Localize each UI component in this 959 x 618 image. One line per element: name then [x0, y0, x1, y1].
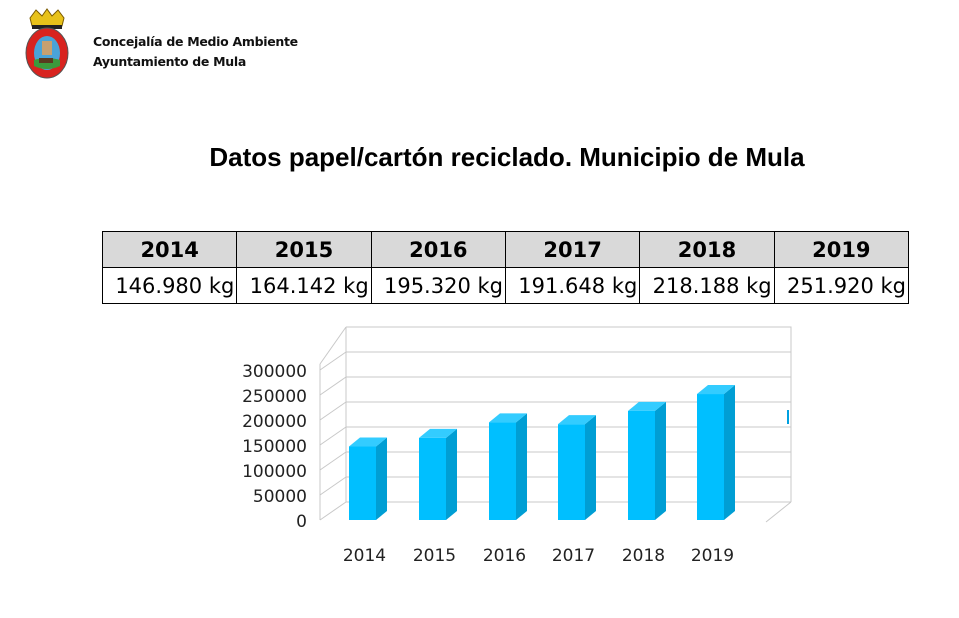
x-tick-label: 2018 [622, 546, 665, 566]
org-name-line2: Ayuntamiento de Mula [93, 54, 247, 69]
bar-top [489, 413, 527, 423]
value-cell: 146.980 kg [101, 267, 238, 304]
bar-2018 [628, 410, 655, 520]
y-tick-label: 250000 [242, 387, 307, 407]
year-header: 2019 [773, 231, 910, 268]
bar-2014 [349, 446, 376, 520]
value-cell: 164.142 kg [236, 267, 372, 304]
x-tick-label: 2019 [691, 546, 734, 566]
bar-top [628, 401, 666, 411]
plot-frame [346, 326, 792, 502]
y-tick-label: 50000 [253, 487, 307, 507]
gridline-side [319, 376, 347, 396]
plot-frame [319, 326, 347, 365]
value-cell: 251.920 kg [773, 267, 910, 304]
year-header: 2018 [639, 231, 775, 268]
gridline-side [319, 426, 347, 446]
value-cell: 218.188 kg [639, 267, 775, 304]
legend-marker [787, 410, 789, 424]
bar-side [446, 428, 457, 520]
y-tick-label: 300000 [242, 362, 307, 382]
y-tick-label: 150000 [242, 437, 307, 457]
bar-side [585, 415, 596, 520]
bar-top [419, 428, 457, 438]
bar-side [376, 437, 387, 520]
bar-2016 [489, 422, 516, 520]
bar-side [724, 385, 735, 520]
floor-edge [765, 501, 792, 523]
coat-of-arms-logo [25, 8, 69, 79]
value-cell: 191.648 kg [504, 267, 641, 304]
x-tick-label: 2015 [413, 546, 456, 566]
table-header-row: 2014 2015 2016 2017 2018 2019 [101, 231, 910, 268]
bar-side [516, 413, 527, 520]
data-table: 2014 2015 2016 2017 2018 2019 146.980 kg… [101, 231, 910, 304]
bar-top [349, 437, 387, 447]
bar-2019 [697, 394, 724, 520]
y-tick-label: 0 [296, 512, 307, 532]
x-tick-label: 2014 [343, 546, 386, 566]
bar-side [655, 401, 666, 520]
value-cell: 195.320 kg [370, 267, 506, 304]
year-header: 2017 [504, 231, 641, 268]
year-header: 2014 [101, 231, 238, 268]
y-tick-label: 100000 [242, 462, 307, 482]
table-row: 146.980 kg 164.142 kg 195.320 kg 191.648… [101, 267, 910, 304]
page-title: Datos papel/cartón reciclado. Municipio … [209, 142, 805, 172]
bar-top [558, 415, 596, 425]
gridline-side [319, 476, 347, 496]
gridline-side [319, 451, 347, 471]
gridline-side [319, 401, 347, 421]
x-tick-label: 2016 [483, 546, 526, 566]
y-tick-label: 200000 [242, 412, 307, 432]
bar-top [697, 385, 735, 395]
bar-2017 [558, 424, 585, 520]
gridline-side [319, 351, 347, 371]
gridline-side [319, 501, 347, 521]
org-name-line1: Concejalía de Medio Ambiente [93, 34, 298, 49]
x-tick-label: 2017 [552, 546, 595, 566]
bar-2015 [419, 437, 446, 520]
